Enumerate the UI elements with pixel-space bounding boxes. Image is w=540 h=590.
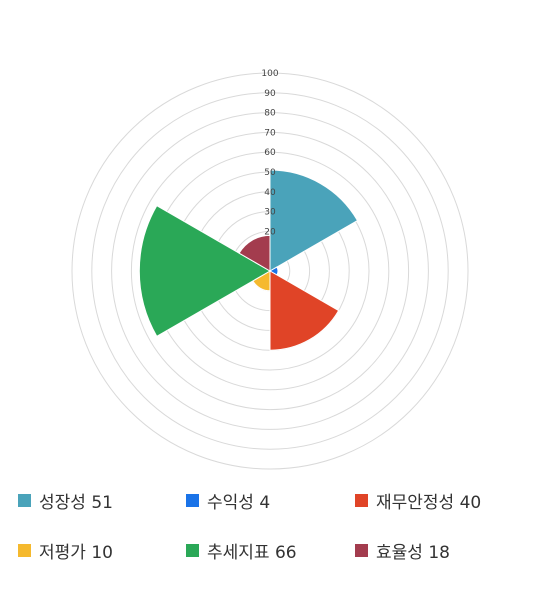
legend-item-저평가[interactable]: 저평가 10 [18,538,113,563]
tick-label: 80 [264,109,276,119]
tick-label: 90 [264,89,276,99]
tick-label: 20 [264,227,276,237]
legend-label: 성장성 51 [39,493,113,513]
legend-swatch [18,494,31,507]
legend-item-추세지표[interactable]: 추세지표 66 [186,538,297,563]
tick-label: 30 [264,208,276,218]
legend-item-효율성[interactable]: 효율성 18 [355,538,450,563]
legend-item-수익성[interactable]: 수익성 4 [186,488,270,513]
legend-label: 효율성 18 [376,543,450,563]
data-sectors [138,169,359,351]
legend-swatch [355,494,368,507]
tick-label: 50 [264,168,276,178]
tick-label: 40 [264,188,276,198]
legend-label: 수익성 4 [207,493,271,513]
sector-재무안정성[interactable] [269,270,340,351]
legend-swatch [18,544,31,557]
legend-swatch [186,494,199,507]
grid-ring [91,92,449,450]
legend-label: 저평가 10 [39,543,113,563]
sector-효율성[interactable] [238,234,271,272]
polar-area-chart: 20 30 40 50 60 70 80 90 100 [71,69,469,470]
legend-label: 추세지표 66 [207,543,297,563]
grid-ring [111,112,429,430]
legend-item-재무안정성[interactable]: 재무안정성 40 [355,488,481,513]
legend-item-성장성[interactable]: 성장성 51 [18,488,113,513]
tick-label: 100 [261,69,278,79]
grid-ring [71,72,469,470]
radial-tick-labels: 20 30 40 50 60 70 80 90 100 [261,69,278,237]
tick-label: 70 [264,128,276,138]
legend-swatch [355,544,368,557]
legend-label: 재무안정성 40 [376,493,482,513]
tick-label: 60 [264,148,276,158]
sector-추세지표[interactable] [138,204,271,338]
legend-swatch [186,544,199,557]
sector-성장성[interactable] [269,169,359,272]
grid-ring [130,131,410,411]
